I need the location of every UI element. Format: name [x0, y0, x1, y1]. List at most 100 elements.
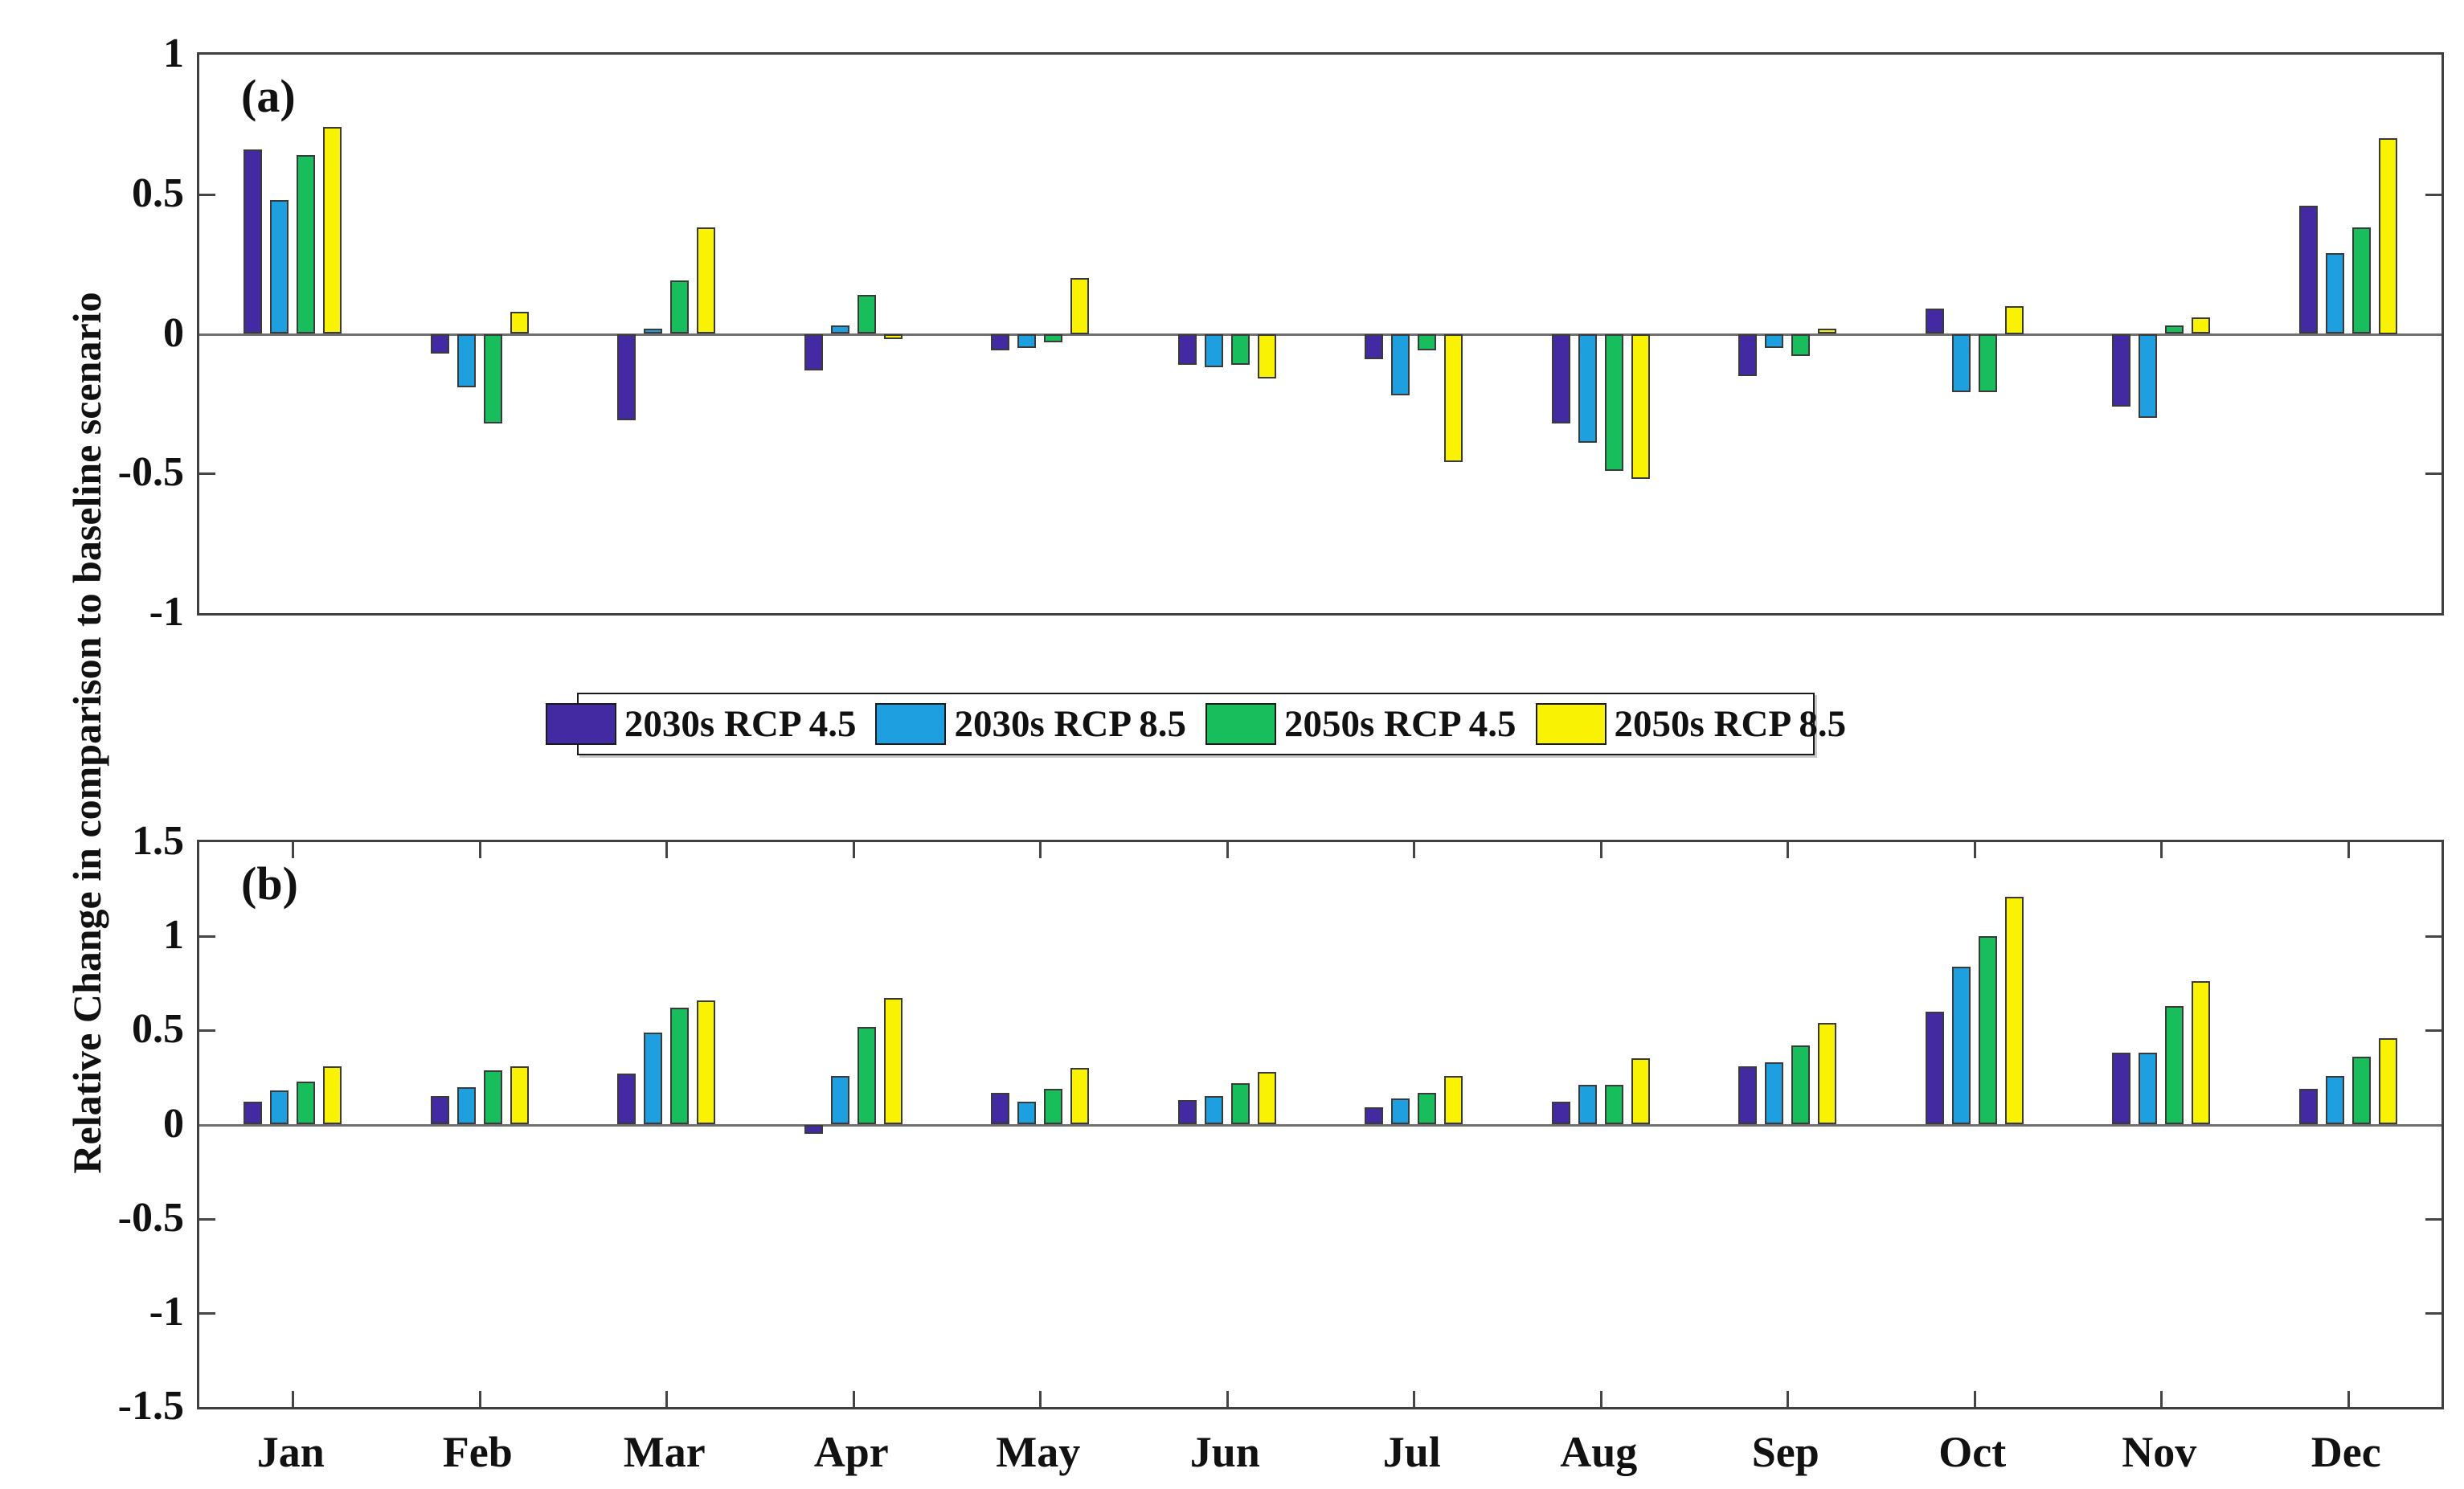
- bar-jul-series3: [1418, 333, 1437, 351]
- bar-mar-series3: [670, 280, 690, 334]
- bar-jun-series3: [1230, 1082, 1250, 1125]
- bar-jul-series4: [1444, 333, 1463, 463]
- bar-oct-series3: [1978, 333, 1997, 393]
- bar-apr-series2: [830, 325, 849, 334]
- bar-sep-series2: [1765, 1062, 1784, 1125]
- bar-feb-series2: [456, 1086, 476, 1125]
- legend-item: 2050s RCP 4.5: [1205, 703, 1516, 745]
- legend-label: 2030s RCP 4.5: [624, 702, 857, 745]
- y-tick: [199, 1217, 215, 1221]
- month-label: Mar: [623, 1428, 706, 1476]
- x-tick: [478, 1391, 481, 1407]
- bar-oct-series3: [1978, 936, 1997, 1125]
- month-label: Jun: [1189, 1428, 1260, 1476]
- bar-oct-series4: [2004, 305, 2024, 334]
- y-tick-label: 0: [163, 1100, 184, 1147]
- bar-mar-series2: [644, 1032, 663, 1125]
- bar-nov-series4: [2192, 981, 2211, 1125]
- bar-apr-series1: [804, 1124, 823, 1135]
- bar-aug-series1: [1551, 1102, 1570, 1125]
- x-tick: [292, 842, 295, 858]
- y-tick: [199, 193, 215, 196]
- x-tick: [1226, 1391, 1229, 1407]
- panel-a-plot: (a): [197, 52, 2444, 616]
- bar-jan-series1: [244, 1102, 263, 1125]
- bar-mar-series3: [670, 1008, 690, 1125]
- legend-swatch-icon: [1205, 703, 1276, 745]
- bar-jan-series2: [270, 1090, 289, 1125]
- bar-may-series3: [1044, 333, 1063, 342]
- bar-jul-series2: [1391, 1098, 1410, 1125]
- x-tick: [852, 842, 855, 858]
- y-tick: [199, 935, 215, 939]
- panel-label: (a): [241, 70, 296, 122]
- month-label: Oct: [1938, 1428, 2007, 1476]
- y-tick-label: -1: [149, 1288, 184, 1335]
- bar-sep-series3: [1791, 1045, 1811, 1125]
- bar-feb-series2: [456, 333, 476, 387]
- panel-label: (b): [241, 857, 298, 910]
- bar-sep-series4: [1818, 328, 1837, 334]
- legend-label: 2030s RCP 8.5: [954, 702, 1186, 745]
- month-label: Jul: [1382, 1428, 1441, 1476]
- month-label: Nov: [2122, 1428, 2197, 1476]
- bar-oct-series2: [1951, 966, 1971, 1125]
- x-tick: [2347, 1391, 2350, 1407]
- y-tick-label: 1: [163, 912, 184, 959]
- bar-jul-series4: [1444, 1075, 1463, 1125]
- x-tick: [2160, 1391, 2163, 1407]
- legend-item: 2050s RCP 8.5: [1535, 703, 1846, 745]
- bar-oct-series4: [2004, 896, 2024, 1125]
- y-tick-label: 0.5: [132, 170, 184, 216]
- bar-jan-series4: [323, 127, 342, 334]
- legend-swatch-icon: [545, 703, 616, 745]
- bar-nov-series4: [2192, 317, 2211, 334]
- bar-nov-series2: [2139, 333, 2158, 418]
- bar-jul-series2: [1391, 333, 1410, 395]
- month-label: Sep: [1751, 1428, 1819, 1476]
- y-tick: [2425, 193, 2441, 196]
- month-label: Feb: [442, 1428, 513, 1476]
- zero-baseline: [199, 1123, 2441, 1127]
- y-tick-label: -0.5: [117, 1194, 184, 1241]
- bar-jul-series3: [1418, 1092, 1437, 1125]
- bar-jul-series1: [1365, 1107, 1384, 1125]
- month-label: Apr: [813, 1428, 889, 1476]
- bar-may-series2: [1017, 333, 1037, 348]
- bar-apr-series1: [804, 333, 823, 370]
- bar-mar-series1: [617, 1074, 636, 1125]
- legend-swatch-icon: [1535, 703, 1607, 745]
- month-label: Jan: [256, 1428, 325, 1476]
- bar-may-series3: [1044, 1088, 1063, 1125]
- bar-feb-series4: [510, 1066, 529, 1125]
- legend-item: 2030s RCP 4.5: [545, 702, 857, 745]
- bar-aug-series2: [1578, 1085, 1597, 1125]
- bar-aug-series3: [1604, 1085, 1623, 1125]
- bar-aug-series3: [1604, 333, 1623, 471]
- bar-jun-series3: [1230, 333, 1250, 365]
- x-tick: [478, 842, 481, 858]
- x-tick: [1039, 842, 1042, 858]
- bar-apr-series4: [883, 333, 903, 340]
- bar-aug-series2: [1578, 333, 1597, 444]
- bar-jul-series1: [1365, 333, 1384, 359]
- bar-may-series4: [1070, 278, 1090, 334]
- bar-feb-series3: [483, 333, 502, 423]
- bar-mar-series4: [697, 227, 716, 334]
- bar-jun-series1: [1177, 333, 1197, 365]
- bar-mar-series4: [697, 1000, 716, 1125]
- y-tick: [2425, 1217, 2441, 1221]
- y-tick: [2425, 1311, 2441, 1315]
- bar-sep-series2: [1765, 333, 1784, 348]
- bar-apr-series3: [857, 294, 876, 334]
- y-tick: [199, 1029, 215, 1033]
- bar-dec-series2: [2325, 252, 2344, 334]
- y-tick: [2425, 935, 2441, 939]
- bar-dec-series4: [2378, 138, 2397, 334]
- bar-nov-series1: [2112, 1053, 2131, 1125]
- x-tick: [1973, 1391, 1976, 1407]
- y-tick-label: 0.5: [132, 1006, 184, 1053]
- x-tick: [852, 1391, 855, 1407]
- x-tick: [1413, 842, 1416, 858]
